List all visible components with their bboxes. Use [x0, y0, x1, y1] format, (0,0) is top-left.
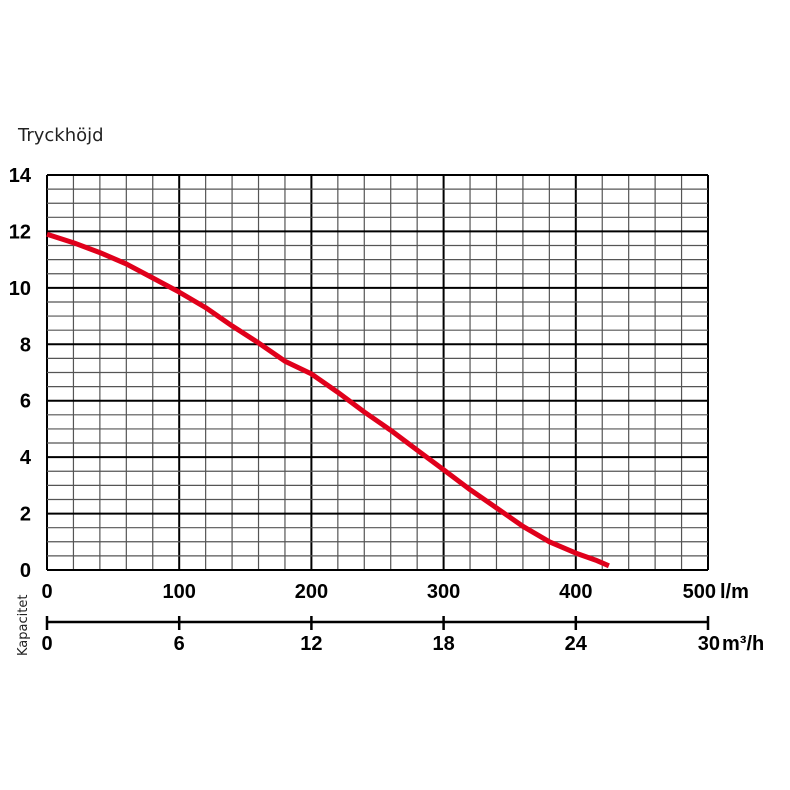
x-tick-label: 300 [427, 581, 460, 603]
x2-tick-label: 12 [300, 633, 322, 655]
x2-tick-label: 18 [432, 633, 454, 655]
x-tick-label: 100 [163, 581, 196, 603]
y-tick-label: 0 [20, 560, 31, 582]
x2-tick-label: 6 [174, 633, 185, 655]
x-tick-label: 500 [683, 581, 716, 603]
y-axis-title: Tryckhöjd [17, 125, 104, 146]
x2-axis-unit: m³/h [722, 633, 764, 655]
x-axis-unit: l/m [720, 581, 749, 603]
secondary-x-axis: 0 6 12 18 24 30 [41, 616, 720, 655]
x-tick-label: 200 [295, 581, 328, 603]
x2-tick-label: 24 [565, 633, 588, 655]
y-tick-label: 2 [20, 504, 31, 526]
y-tick-label: 10 [9, 278, 31, 300]
y-tick-label: 4 [20, 447, 32, 469]
series-line-pump-curve [46, 231, 610, 569]
x2-tick-label: 30 [698, 633, 720, 655]
x2-tick-label: 0 [41, 633, 52, 655]
y-tick-label: 12 [9, 221, 31, 243]
x-tick-labels: 0 100 200 300 400 500 [41, 581, 716, 603]
y-tick-label: 8 [20, 334, 31, 356]
x-tick-label: 400 [559, 581, 592, 603]
grid [46, 174, 709, 571]
x-axis-title: Kapacitet [16, 595, 31, 656]
y-tick-labels: 0 2 4 6 8 10 12 14 [9, 165, 32, 582]
x-tick-label: 0 [41, 581, 52, 603]
y-tick-label: 6 [20, 391, 31, 413]
y-tick-label: 14 [9, 165, 32, 187]
